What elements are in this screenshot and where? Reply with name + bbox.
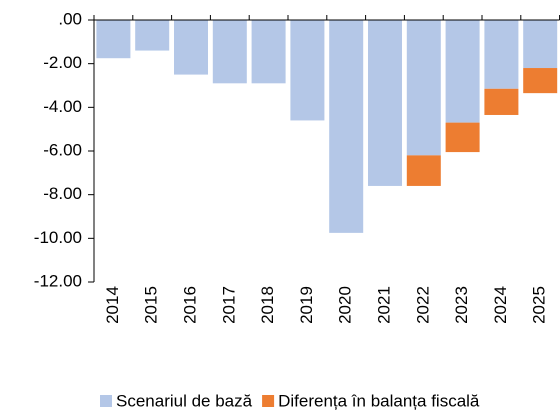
legend-swatch bbox=[262, 395, 275, 407]
x-tick-label: 2014 bbox=[103, 286, 122, 324]
bar bbox=[523, 20, 558, 69]
y-tick-label: -12.00 bbox=[34, 271, 82, 290]
x-tick-label: 2016 bbox=[180, 286, 199, 324]
y-tick-label: -2.00 bbox=[43, 53, 82, 72]
x-tick-label: 2021 bbox=[374, 286, 393, 324]
bar bbox=[212, 20, 247, 84]
legend-label: Diferența în balanța fiscală bbox=[278, 391, 480, 410]
bar bbox=[290, 20, 325, 121]
x-tick-label: 2023 bbox=[452, 286, 471, 324]
bar bbox=[484, 20, 519, 89]
x-tick-label: 2017 bbox=[219, 286, 238, 324]
bar bbox=[445, 20, 480, 123]
x-tick-label: 2015 bbox=[142, 286, 161, 324]
x-tick-label: 2024 bbox=[491, 286, 510, 324]
bar bbox=[523, 68, 558, 94]
bar bbox=[406, 20, 441, 156]
y-tick-label: .00 bbox=[58, 9, 82, 28]
legend-label: Scenariul de bază bbox=[116, 391, 253, 410]
y-tick-label: -4.00 bbox=[43, 97, 82, 116]
bar bbox=[368, 20, 402, 186]
bar bbox=[96, 20, 131, 59]
bar bbox=[329, 20, 364, 233]
bar bbox=[174, 20, 208, 75]
bar bbox=[406, 155, 441, 186]
bar bbox=[135, 20, 170, 51]
legend-swatch bbox=[100, 395, 112, 407]
y-tick-label: -8.00 bbox=[43, 184, 82, 203]
bar bbox=[445, 122, 480, 153]
y-tick-label: -10.00 bbox=[34, 228, 82, 247]
bar bbox=[251, 20, 286, 84]
x-tick-label: 2019 bbox=[297, 286, 316, 324]
x-tick-label: 2020 bbox=[336, 286, 355, 324]
y-tick-label: -6.00 bbox=[43, 140, 82, 159]
x-tick-label: 2018 bbox=[258, 286, 277, 324]
x-tick-label: 2022 bbox=[413, 286, 432, 324]
bar bbox=[484, 88, 519, 115]
x-tick-label: 2025 bbox=[530, 286, 549, 324]
